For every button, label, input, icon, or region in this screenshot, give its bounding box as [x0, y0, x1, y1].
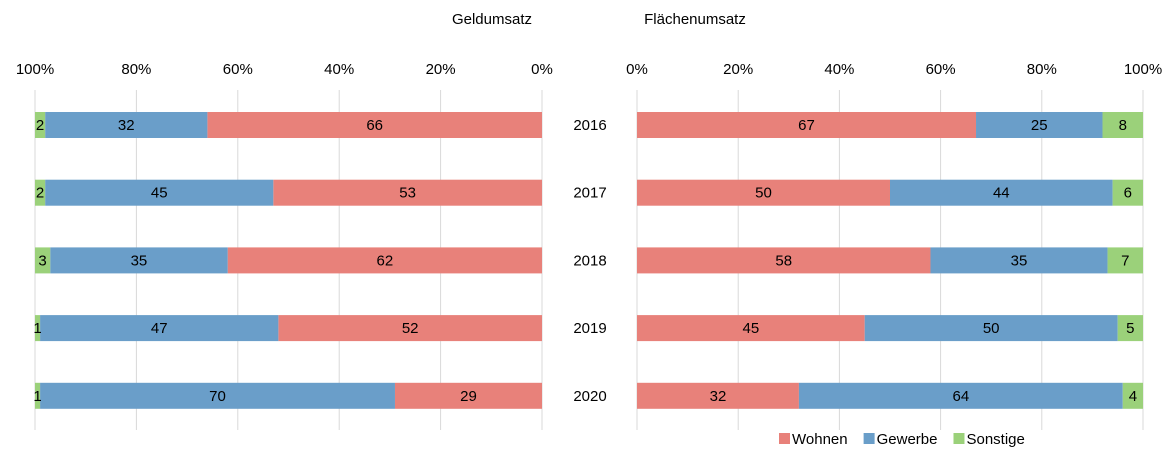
x-tick-label: 60%: [223, 61, 253, 78]
y-tick-label: 2016: [573, 117, 606, 134]
x-tick-label: 100%: [1124, 61, 1162, 78]
data-label: 7: [1121, 252, 1129, 269]
bar-segment: [40, 382, 395, 409]
bar-segment: [45, 179, 274, 206]
x-tick-label: 0%: [531, 61, 553, 78]
legend-swatch: [863, 433, 875, 444]
bar-segment: [637, 179, 890, 206]
bar-segment: [864, 315, 1118, 342]
bar-segment: [798, 382, 1123, 409]
bar-segment: [1107, 247, 1143, 274]
data-label: 5: [1126, 320, 1134, 337]
bar-segment: [35, 382, 41, 409]
bar-segment: [278, 315, 542, 342]
x-tick-label: 0%: [626, 61, 648, 78]
bar-segment: [35, 247, 51, 274]
bar-segment: [45, 112, 208, 138]
data-label: 3: [38, 252, 46, 269]
bar-segment: [976, 112, 1103, 138]
legend-swatch: [953, 433, 965, 444]
bar-segment: [1117, 315, 1143, 342]
data-label: 45: [743, 320, 760, 337]
x-tick-label: 40%: [824, 61, 854, 78]
data-label: 1: [33, 388, 41, 405]
data-label: 1: [33, 320, 41, 337]
data-label: 53: [399, 185, 416, 202]
x-tick-label: 20%: [723, 61, 753, 78]
data-label: 29: [460, 388, 477, 405]
bar-segment: [637, 112, 977, 138]
data-label: 70: [209, 388, 226, 405]
x-tick-label: 80%: [1027, 61, 1057, 78]
x-tick-label: 40%: [324, 61, 354, 78]
data-label: 4: [1129, 388, 1137, 405]
bar-segment: [35, 179, 46, 206]
legend-swatch: [779, 433, 790, 444]
x-tick-label: 60%: [926, 61, 956, 78]
bar-segment: [637, 247, 931, 274]
bar-segment: [35, 315, 41, 342]
data-label: 32: [118, 117, 135, 134]
data-label: 50: [983, 320, 1000, 337]
data-label: 35: [131, 252, 148, 269]
data-label: 2: [36, 117, 44, 134]
data-label: 52: [402, 320, 419, 337]
chart-title: Flächenumsatz: [644, 11, 746, 28]
data-label: 62: [376, 252, 393, 269]
data-label: 44: [993, 185, 1010, 202]
legend-label: Gewerbe: [877, 431, 938, 448]
data-label: 45: [151, 185, 168, 202]
legend-label: Sonstige: [966, 431, 1024, 448]
x-tick-label: 20%: [426, 61, 456, 78]
data-label: 6: [1124, 185, 1132, 202]
bar-segment: [890, 179, 1113, 206]
y-tick-label: 2020: [573, 388, 606, 405]
bar-segment: [40, 315, 279, 342]
chart-title: Geldumsatz: [452, 11, 532, 28]
y-tick-label: 2017: [573, 185, 606, 202]
data-label: 58: [775, 252, 792, 269]
bar-segment: [207, 112, 542, 138]
data-label: 64: [952, 388, 969, 405]
data-label: 32: [710, 388, 727, 405]
bar-segment: [394, 382, 542, 409]
bar-segment: [637, 315, 865, 342]
bar-segment: [1102, 112, 1143, 138]
data-label: 50: [755, 185, 772, 202]
bar-segment: [50, 247, 228, 274]
y-tick-label: 2019: [573, 320, 606, 337]
bar-segment: [1122, 382, 1143, 409]
x-tick-label: 100%: [16, 61, 54, 78]
bar-segment: [637, 382, 799, 409]
bar-segment: [273, 179, 542, 206]
bar-segment: [35, 112, 46, 138]
bar-segment: [227, 247, 542, 274]
bar-segment: [1112, 179, 1143, 206]
data-label: 2: [36, 185, 44, 202]
x-tick-label: 80%: [121, 61, 151, 78]
bar-segment: [930, 247, 1108, 274]
data-label: 67: [798, 117, 815, 134]
data-label: 47: [151, 320, 168, 337]
y-tick-label: 2018: [573, 252, 606, 269]
data-label: 25: [1031, 117, 1048, 134]
data-label: 8: [1119, 117, 1127, 134]
legend-label: Wohnen: [792, 431, 848, 448]
data-label: 66: [366, 117, 383, 134]
data-label: 35: [1011, 252, 1028, 269]
